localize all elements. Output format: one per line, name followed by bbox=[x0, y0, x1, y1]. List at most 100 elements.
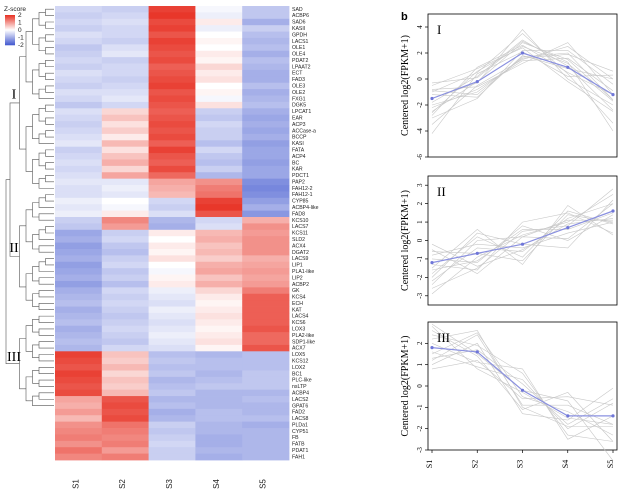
heatmap-cell bbox=[148, 408, 196, 416]
legend-swatch bbox=[5, 29, 15, 31]
heatmap-cell bbox=[148, 242, 196, 250]
gene-label: OLE1 bbox=[292, 45, 305, 51]
legend-swatch bbox=[5, 39, 15, 41]
heatmap-cell bbox=[101, 95, 149, 103]
heatmap-cell bbox=[242, 82, 290, 90]
legend-swatch bbox=[5, 42, 15, 44]
heatmap-cell bbox=[195, 408, 243, 416]
heatmap-cell bbox=[101, 370, 149, 378]
gene-label: SAD bbox=[292, 7, 303, 13]
y-tick-label: 0 bbox=[416, 238, 424, 242]
heatmap-cell bbox=[101, 223, 149, 231]
heatmap-cell bbox=[242, 274, 290, 282]
gene-label: LPAAT2 bbox=[292, 64, 311, 70]
dendrogram-branch bbox=[38, 152, 46, 167]
heatmap-cell bbox=[55, 287, 103, 295]
heatmap-cell bbox=[195, 12, 243, 20]
gene-profile-line bbox=[431, 360, 614, 406]
line-panel-I: 4 2 0 -2 -4 -6 I Centered log2(FPKM+1) bbox=[400, 13, 618, 160]
heatmap-cell bbox=[55, 57, 103, 64]
heatmap-cell bbox=[242, 376, 290, 384]
dendrogram-branch bbox=[38, 354, 54, 362]
gene-profile-line bbox=[431, 42, 614, 112]
heatmap-cell bbox=[242, 255, 290, 263]
y-tick-label: -1 bbox=[416, 255, 424, 261]
gene-label: FB bbox=[292, 435, 299, 441]
y-tick-label: 0 bbox=[416, 384, 424, 388]
heatmap-cell bbox=[148, 223, 196, 231]
heatmap-cell bbox=[55, 453, 103, 461]
heatmap-cell bbox=[242, 440, 290, 448]
heatmap-cell bbox=[242, 402, 290, 410]
heatmap-cell bbox=[148, 76, 196, 84]
heatmap-cell bbox=[101, 89, 149, 96]
mean-profile-line bbox=[431, 347, 613, 417]
heatmap-cell bbox=[148, 415, 196, 423]
gene-profile-line bbox=[431, 212, 614, 271]
heatmap-cell bbox=[195, 364, 243, 371]
heatmap-cell bbox=[148, 351, 196, 359]
heatmap-cell bbox=[55, 159, 103, 167]
heatmap-cell bbox=[148, 383, 196, 391]
legend-title: Z-score bbox=[4, 6, 26, 13]
dendrogram-branch bbox=[45, 34, 54, 42]
heatmap-cell bbox=[242, 165, 290, 173]
dendrogram-branch bbox=[45, 258, 54, 266]
heatmap-cell bbox=[195, 421, 243, 429]
x-tick-label: S3 bbox=[516, 460, 525, 468]
legend-swatch bbox=[5, 37, 15, 39]
panel-label-b: b bbox=[401, 11, 408, 23]
heatmap-cell bbox=[101, 306, 149, 314]
heatmap-cell bbox=[55, 376, 103, 384]
gene-label: LACS7 bbox=[292, 224, 309, 230]
legend-swatch bbox=[5, 43, 15, 45]
gene-label: ACP3 bbox=[292, 122, 306, 128]
gene-label: LPCAT1 bbox=[292, 109, 311, 115]
heatmap-cell bbox=[101, 197, 149, 205]
gene-label: OLE3 bbox=[292, 84, 305, 90]
heatmap-cell bbox=[148, 402, 196, 410]
heatmap-cell bbox=[195, 95, 243, 103]
heatmap-cell bbox=[55, 25, 103, 32]
heatmap-cell bbox=[148, 255, 196, 263]
heatmap-cell bbox=[55, 101, 103, 109]
heatmap-cell bbox=[148, 165, 196, 173]
heatmap-cell bbox=[242, 101, 290, 109]
gene-label: KCS4 bbox=[292, 295, 306, 301]
heatmap-cell bbox=[242, 37, 290, 45]
legend-swatch bbox=[5, 25, 15, 27]
heatmap-cell bbox=[148, 12, 196, 20]
dendrogram-branch bbox=[32, 266, 39, 282]
heatmap-cell bbox=[101, 31, 149, 39]
gene-profile-line bbox=[431, 351, 614, 430]
heatmap-cell bbox=[148, 108, 196, 116]
dendrogram-branch bbox=[32, 159, 39, 184]
gene-profile-line bbox=[431, 52, 614, 101]
heatmap-cell bbox=[148, 172, 196, 180]
heatmap-cell bbox=[101, 25, 149, 32]
gene-label: KASII bbox=[292, 26, 305, 32]
heatmap-cell bbox=[195, 76, 243, 84]
heatmap-cell bbox=[101, 357, 149, 365]
heatmap-cell bbox=[55, 69, 103, 77]
mean-point bbox=[520, 51, 525, 55]
gene-label: FXG1 bbox=[292, 96, 306, 102]
heatmap-cell bbox=[101, 172, 149, 180]
heatmap-cell bbox=[55, 421, 103, 429]
heatmap-cell bbox=[55, 185, 103, 192]
heatmap-cell bbox=[195, 172, 243, 180]
heatmap-cell bbox=[242, 172, 290, 180]
heatmap-cell bbox=[101, 325, 149, 333]
heatmap-cell bbox=[242, 332, 290, 339]
cluster-label: I bbox=[437, 22, 441, 37]
heatmap-cell bbox=[195, 319, 243, 327]
gene-label: EAR bbox=[292, 116, 303, 122]
dendrogram-branch bbox=[32, 344, 39, 358]
dendrogram-branch bbox=[38, 245, 54, 253]
heatmap-cell bbox=[55, 344, 103, 352]
heatmap-cell bbox=[195, 280, 243, 288]
heatmap-cell bbox=[55, 133, 103, 141]
heatmap-cell bbox=[55, 217, 103, 224]
gene-label: LIP1 bbox=[292, 263, 303, 269]
heatmap-cell bbox=[195, 146, 243, 154]
